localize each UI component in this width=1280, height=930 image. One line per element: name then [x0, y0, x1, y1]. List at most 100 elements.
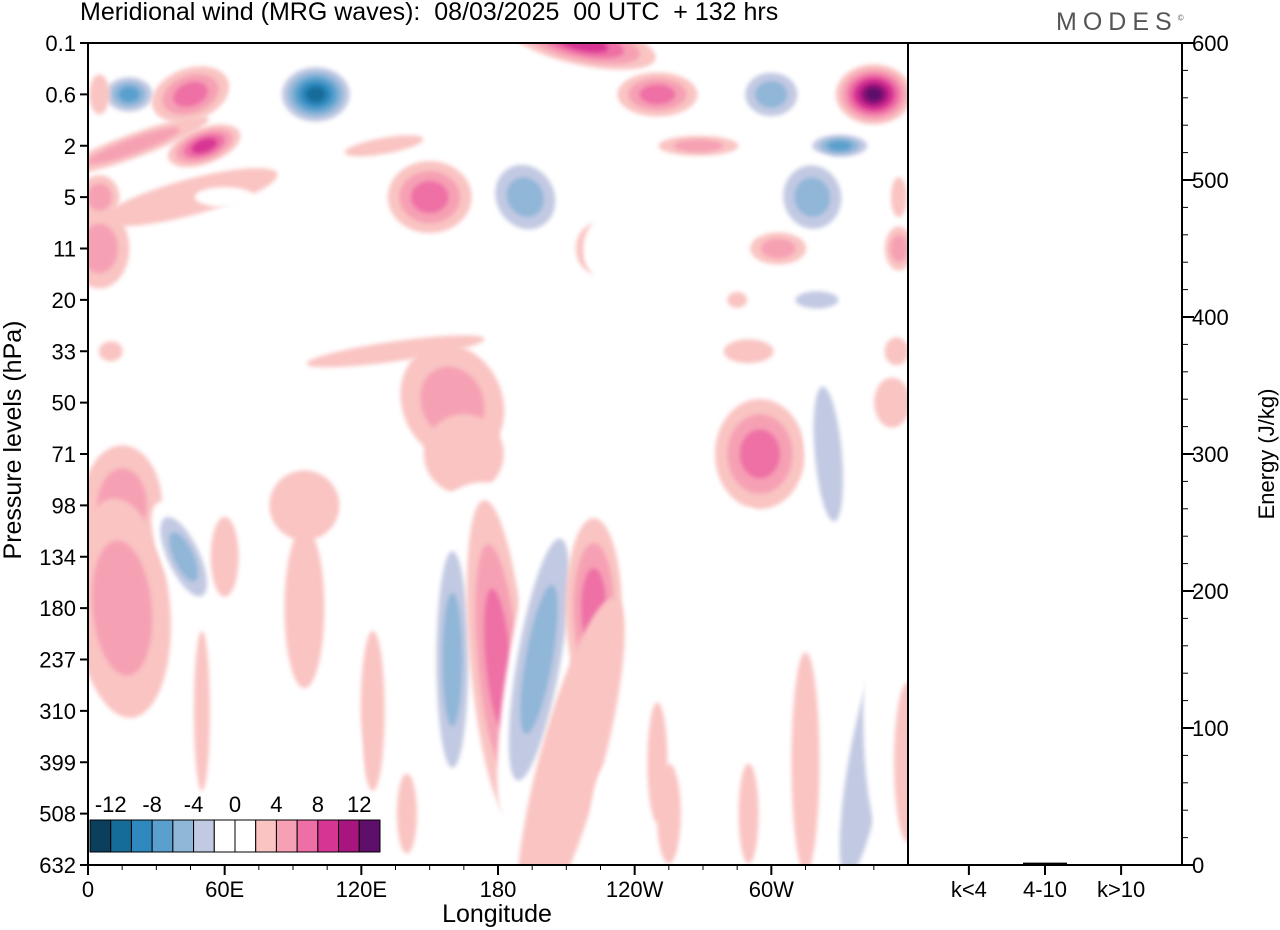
colorbar-tick-label: 4 — [270, 792, 282, 817]
contour-fill — [827, 140, 852, 151]
energy-tick-label: 0 — [1192, 853, 1204, 878]
y-tick-label: 71 — [52, 442, 76, 467]
energy-tick-label: 200 — [1192, 579, 1229, 604]
contour-fill — [169, 702, 190, 823]
energy-category-label: k<4 — [951, 877, 987, 902]
y-tick-label: 5 — [64, 185, 76, 210]
contour-fill — [411, 181, 449, 214]
contour-fill — [650, 506, 687, 607]
contour-fill — [344, 135, 424, 157]
contour-fill — [442, 592, 463, 727]
y-tick-label: 0.6 — [45, 82, 76, 107]
contour-fill — [169, 532, 199, 582]
colorbar-tick-label: 8 — [312, 792, 324, 817]
contour-fill — [173, 81, 208, 107]
energy-axis-label: Energy (J/kg) — [1254, 389, 1279, 520]
contour-fill — [791, 652, 820, 865]
contour-fill — [88, 127, 180, 165]
y-tick-label: 134 — [39, 545, 76, 570]
contour-fill — [191, 138, 217, 154]
contour-fill — [517, 597, 625, 865]
y-tick-label: 2 — [64, 134, 76, 159]
wind-field-contours — [88, 43, 908, 865]
contour-fill — [98, 341, 123, 362]
contour-fill — [337, 707, 362, 818]
y-tick-label: 50 — [52, 391, 76, 416]
x-tick-label: 120W — [606, 877, 664, 902]
y-tick-label: 0.1 — [45, 31, 76, 56]
x-tick-label: 60E — [205, 877, 244, 902]
contour-fill — [794, 177, 831, 217]
colorbar-swatch — [130, 819, 153, 853]
energy-category-label: k>10 — [1097, 877, 1145, 902]
colorbar-swatch — [338, 819, 360, 853]
y-tick-label: 33 — [52, 339, 76, 364]
contour-fill — [894, 682, 908, 843]
contour-fill — [306, 86, 326, 103]
x-tick-label: 0 — [82, 877, 94, 902]
energy-tick-label: 100 — [1192, 716, 1229, 741]
energy-tick-label: 500 — [1192, 168, 1229, 193]
contour-fill — [118, 86, 140, 103]
contour-fill — [723, 339, 774, 364]
colorbar-swatch — [151, 819, 174, 853]
contour-fill — [739, 429, 780, 479]
colorbar: -12 -8 -4 0 4 8 12 — [89, 792, 381, 853]
axes: 0.1 0.6 2 5 11 20 33 50 71 98 134 180 237 310 399 508 63… — [0, 31, 875, 928]
brand-name: MODES — [1056, 8, 1178, 36]
brand-mark: © — [1177, 13, 1184, 23]
contour-fill — [194, 187, 255, 208]
contour-fill — [307, 702, 324, 823]
energy-tick-label: 400 — [1192, 305, 1229, 330]
energy-tick-label: 300 — [1192, 442, 1229, 467]
colorbar-swatch — [213, 819, 236, 853]
contour-fill — [874, 377, 908, 428]
contour-fill — [813, 386, 843, 522]
y-tick-label: 11 — [53, 237, 76, 262]
contour-fill — [284, 528, 325, 689]
brand-logo: MODES© — [1056, 8, 1184, 37]
y-tick-label: 399 — [39, 750, 76, 775]
contour-fill — [761, 238, 796, 259]
x-tick-label: 180 — [480, 877, 517, 902]
contour-fill — [89, 74, 110, 115]
contour-fill — [360, 630, 385, 791]
contour-fill — [506, 177, 544, 217]
colorbar-swatch — [317, 819, 340, 853]
colorbar-tick-label: -4 — [184, 792, 204, 817]
contour-fill — [269, 470, 340, 541]
colorbar-swatch — [110, 819, 132, 853]
colorbar-tick-label: 0 — [229, 792, 241, 817]
colorbar-swatch — [89, 819, 112, 853]
contour-fill — [738, 763, 759, 864]
contour-fill — [591, 763, 632, 864]
contour-fill — [103, 168, 278, 227]
colorbar-swatch — [172, 819, 195, 853]
colorbar-swatch — [275, 819, 298, 853]
contour-fill — [193, 630, 210, 791]
colorbar-swatch — [255, 819, 277, 853]
energy-bar — [1023, 862, 1067, 865]
contour-fill — [639, 84, 676, 105]
y-tick-label: 237 — [39, 648, 76, 673]
contour-fill — [864, 87, 883, 102]
chart-title: Meridional wind (MRG waves): 08/03/2025 … — [80, 0, 779, 26]
contour-fill — [306, 335, 485, 368]
energy-category-label: 4-10 — [1023, 877, 1067, 902]
contour-fill — [210, 516, 239, 597]
contour-fill — [423, 414, 504, 494]
x-axis-label: Longitude — [442, 900, 552, 928]
contour-fill — [173, 347, 254, 458]
energy-tick-label: 600 — [1192, 31, 1229, 56]
contour-fill — [656, 763, 681, 864]
contour-fill — [98, 334, 237, 369]
y-tick-label: 98 — [52, 493, 76, 518]
energy-plot-border — [907, 42, 1183, 866]
colorbar-swatch — [234, 819, 257, 853]
colorbar-tick-label: -12 — [95, 792, 127, 817]
contour-fill — [755, 81, 788, 108]
contour-fill — [890, 235, 908, 262]
contour-fill — [728, 508, 769, 709]
contour-fill — [92, 540, 153, 676]
contour-fill — [396, 773, 417, 854]
